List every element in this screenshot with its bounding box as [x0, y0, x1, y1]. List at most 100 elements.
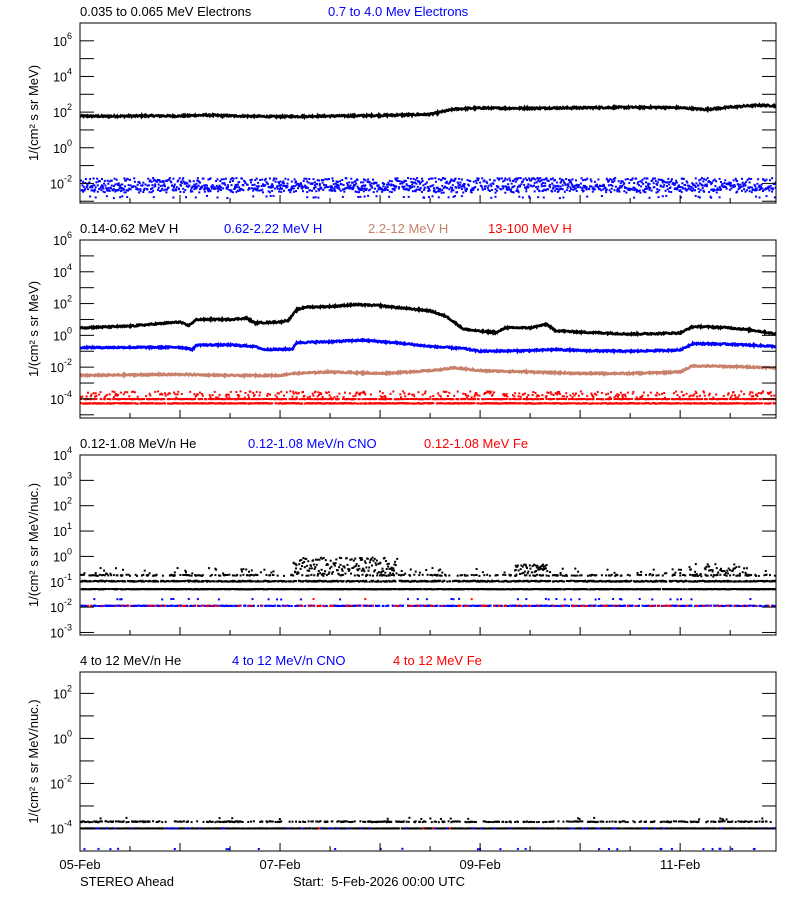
data-point: [563, 190, 566, 193]
data-point: [120, 189, 123, 192]
data-point: [527, 398, 530, 401]
data-point: [743, 182, 746, 185]
data-point: [649, 580, 652, 582]
data-point: [486, 579, 489, 582]
tick-base: 10: [53, 35, 67, 49]
data-point: [217, 396, 220, 399]
data-point: [414, 178, 417, 181]
data-point: [225, 186, 228, 189]
data-point: [617, 188, 620, 191]
data-point: [504, 177, 507, 180]
data-point: [226, 393, 229, 396]
data-point: [420, 588, 423, 591]
data-point: [198, 398, 201, 401]
data-point: [586, 402, 589, 405]
data-point: [241, 588, 244, 591]
data-point: [710, 181, 713, 184]
data-point: [510, 182, 513, 185]
data-point: [741, 181, 744, 184]
data-point: [511, 191, 514, 194]
data-point: [591, 190, 594, 193]
data-point: [765, 187, 768, 190]
data-point: [732, 402, 735, 405]
data-point: [460, 185, 463, 188]
data-point: [159, 588, 162, 591]
data-point: [163, 189, 166, 192]
data-point: [648, 196, 651, 199]
data-point: [386, 580, 388, 583]
data-point: [656, 188, 659, 191]
data-point: [564, 183, 567, 186]
data-point: [355, 391, 358, 394]
data-point: [473, 402, 476, 405]
tick-base: 10: [50, 177, 64, 191]
data-point: [762, 390, 764, 393]
data-point: [614, 588, 617, 591]
data-point: [96, 177, 99, 180]
data-point: [291, 187, 294, 190]
data-point: [771, 177, 774, 180]
data-point: [628, 189, 631, 192]
data-point: [193, 183, 196, 186]
series-0-62-2-22-mev-h: [80, 337, 776, 355]
data-point: [452, 195, 455, 198]
data-point: [446, 187, 449, 190]
data-point: [751, 398, 754, 401]
data-point: [105, 393, 108, 396]
data-point: [745, 180, 748, 183]
data-point: [352, 185, 355, 188]
data-point: [250, 187, 253, 190]
data-point: [310, 398, 313, 401]
data-point: [425, 181, 428, 184]
data-point: [226, 580, 229, 583]
data-point: [764, 580, 767, 583]
data-point: [438, 588, 441, 590]
data-point: [699, 189, 702, 192]
data-point: [467, 588, 470, 591]
data-point: [81, 184, 84, 187]
data-point: [530, 184, 533, 187]
data-point: [354, 402, 357, 405]
data-point: [241, 398, 243, 401]
data-point: [451, 179, 454, 182]
data-point: [201, 394, 204, 397]
data-point: [164, 392, 166, 395]
data-point: [527, 580, 530, 583]
data-point: [416, 185, 419, 188]
data-point: [738, 580, 741, 583]
data-point: [86, 402, 89, 405]
data-point: [182, 191, 185, 194]
data-point: [131, 390, 134, 393]
data-point: [642, 580, 645, 583]
data-point: [589, 178, 592, 181]
data-point: [714, 185, 717, 188]
data-point: [278, 588, 281, 591]
data-point: [290, 189, 293, 191]
data-point: [94, 392, 97, 395]
data-point: [215, 180, 218, 183]
data-point: [748, 177, 750, 180]
data-point: [428, 189, 431, 192]
data-point: [563, 402, 566, 405]
data-point: [540, 398, 543, 400]
data-point: [252, 402, 255, 405]
data-point: [554, 185, 557, 188]
data-point: [166, 187, 169, 190]
data-point: [467, 398, 470, 401]
data-point: [478, 394, 481, 397]
data-point: [276, 187, 279, 190]
data-point: [136, 580, 139, 583]
data-point: [527, 394, 530, 397]
data-point: [115, 398, 117, 401]
data-point: [515, 588, 518, 591]
data-point: [151, 187, 154, 190]
data-point: [152, 196, 155, 199]
data-point: [411, 186, 414, 189]
data-point: [437, 196, 440, 199]
data-point: [272, 588, 275, 591]
data-point: [97, 580, 100, 583]
data-point: [136, 574, 138, 577]
data-point: [362, 181, 365, 184]
data-point: [174, 398, 177, 401]
data-point: [295, 190, 297, 193]
